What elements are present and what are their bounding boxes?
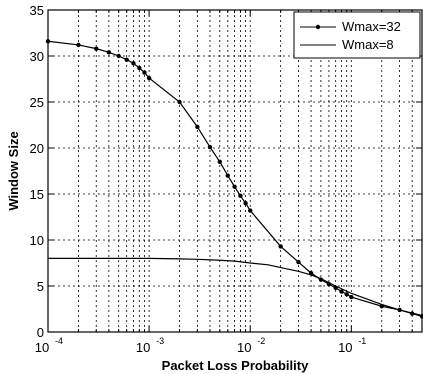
legend-box xyxy=(293,11,421,59)
data-point-wmax-32 xyxy=(238,193,243,199)
legend-marker-wmax-32 xyxy=(315,24,321,30)
data-point-wmax-32 xyxy=(344,292,349,297)
legend-label-wmax-8: Wmax=8 xyxy=(342,37,394,52)
data-point-wmax-32 xyxy=(339,289,344,294)
data-point-wmax-32 xyxy=(349,294,354,300)
data-point-wmax-32 xyxy=(106,50,112,55)
grid xyxy=(48,10,422,332)
data-point-wmax-32 xyxy=(248,208,253,213)
y-tick-label: 25 xyxy=(30,95,44,110)
y-tick-label: 30 xyxy=(30,49,44,64)
series-layer xyxy=(45,39,423,319)
data-point-wmax-32 xyxy=(225,173,230,178)
data-point-wmax-32 xyxy=(217,159,222,164)
data-point-wmax-32 xyxy=(76,42,81,48)
data-point-wmax-32 xyxy=(207,144,213,150)
y-tick-label: 20 xyxy=(30,141,44,156)
x-tick-label-exponent: -2 xyxy=(257,336,265,346)
data-point-wmax-32 xyxy=(296,259,301,265)
data-point-wmax-32 xyxy=(278,244,283,249)
data-point-wmax-32 xyxy=(116,53,121,59)
xtick-labels: 10 -4 10 -3 10 -2 10 -1 xyxy=(35,336,367,355)
y-tick-label: 35 xyxy=(30,3,44,18)
data-point-wmax-32 xyxy=(137,65,142,71)
data-point-wmax-32 xyxy=(131,61,136,66)
data-point-wmax-32 xyxy=(195,124,200,130)
legend: Wmax=32 Wmax=8 xyxy=(293,11,421,59)
y-axis-label: Window Size xyxy=(6,131,21,210)
x-tick-label-exponent: -1 xyxy=(358,336,366,346)
y-tick-label: 15 xyxy=(30,187,44,202)
x-axis-label: Packet Loss Probability xyxy=(162,358,309,373)
legend-label-wmax-32: Wmax=32 xyxy=(342,19,401,34)
x-tick-label: 10 xyxy=(338,340,352,355)
data-point-wmax-32 xyxy=(177,99,182,105)
ytick-labels: 0 5 10 15 20 25 30 35 xyxy=(30,3,44,340)
x-tick-label: 10 xyxy=(136,340,150,355)
data-point-wmax-32 xyxy=(94,46,99,51)
series-line-wmax-8 xyxy=(48,257,423,317)
y-tick-label: 10 xyxy=(30,233,44,248)
data-point-wmax-32 xyxy=(146,75,152,81)
plot-area xyxy=(48,10,422,332)
x-tick-label-exponent: -4 xyxy=(55,336,63,346)
y-tick-label: 5 xyxy=(37,279,44,294)
x-tick-label: 10 xyxy=(237,340,251,355)
x-tick-label-exponent: -3 xyxy=(156,336,164,346)
data-point-wmax-32 xyxy=(142,70,147,75)
data-point-wmax-32 xyxy=(232,184,237,189)
data-point-wmax-32 xyxy=(124,57,129,62)
y-tick-label: 0 xyxy=(37,325,44,340)
data-point-wmax-32 xyxy=(243,201,248,206)
x-tick-label: 10 xyxy=(35,340,49,355)
